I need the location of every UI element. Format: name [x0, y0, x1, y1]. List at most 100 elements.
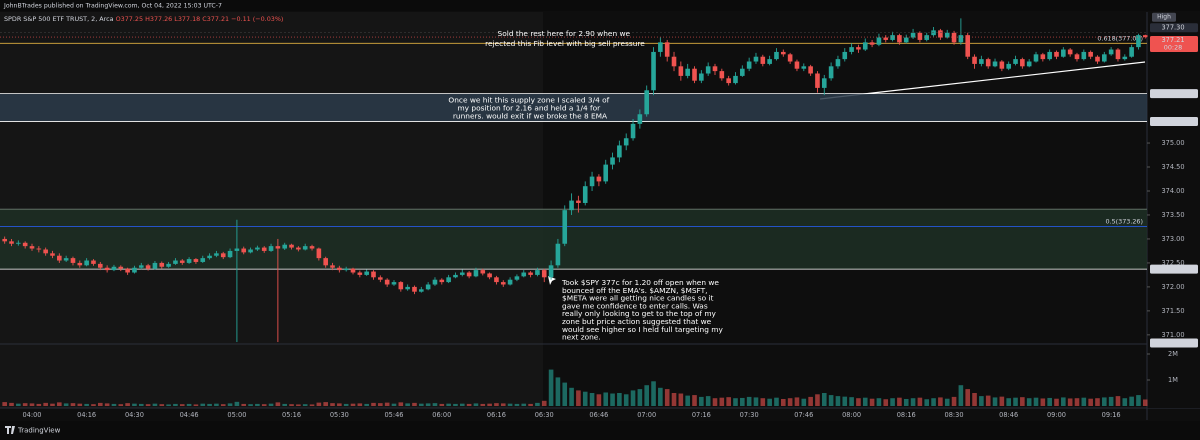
volume-bar	[1136, 395, 1141, 406]
candle-body	[958, 35, 964, 43]
brand-name: TradingView	[17, 427, 61, 435]
volume-bar	[1102, 397, 1107, 406]
x-tick-label: 08:16	[897, 411, 916, 419]
candle-body	[466, 272, 472, 277]
volume-bar	[760, 398, 766, 406]
candle-body	[705, 66, 711, 74]
ohlc-high: H377.26	[145, 15, 172, 23]
symbol-legend: SPDR S&P 500 ETF TRUST, 2, Arca O377.25 …	[4, 15, 283, 23]
candle-body	[1054, 51, 1059, 57]
candle-body	[104, 267, 110, 271]
candle-body	[77, 262, 83, 266]
volume-bar	[425, 403, 431, 406]
volume-bar	[808, 396, 813, 406]
volume-bar	[699, 396, 704, 406]
volume-bar	[1006, 398, 1011, 406]
volume-bar	[98, 402, 103, 406]
candle-body	[514, 276, 520, 280]
candle-body	[9, 241, 14, 244]
x-tick-label: 07:30	[740, 411, 759, 419]
volume-bar	[138, 403, 144, 406]
price-label	[1150, 264, 1198, 274]
candle-body	[268, 246, 274, 251]
volume-bar	[84, 403, 89, 406]
publish-bar	[0, 0, 1200, 11]
volume-bar	[733, 398, 738, 406]
candle-body	[897, 35, 902, 43]
candle-body	[419, 289, 424, 292]
ohlc-open: O377.25	[116, 15, 143, 23]
volume-bar	[459, 403, 465, 406]
candle-body	[186, 259, 192, 263]
candle-body	[582, 186, 588, 203]
x-tick-label: 05:46	[384, 411, 403, 419]
price-label	[1150, 338, 1198, 348]
volume-bar	[453, 403, 458, 406]
candle-body	[473, 270, 479, 277]
y-tick-label: 372.50	[1161, 259, 1184, 267]
candle-body	[2, 238, 7, 242]
candle-body	[548, 265, 554, 278]
x-tick-label: 08:30	[945, 411, 964, 419]
volume-bar	[261, 404, 267, 406]
volume-bar	[439, 403, 445, 406]
candle-body	[378, 277, 383, 280]
volume-bar	[692, 395, 697, 406]
volume-bar	[664, 389, 670, 406]
y-tick-label: 372.00	[1161, 283, 1184, 291]
candle-body	[459, 272, 465, 275]
x-tick-label: 08:00	[842, 411, 861, 419]
volume-bar	[596, 394, 602, 406]
volume-bar	[398, 402, 404, 406]
volume-bar	[473, 403, 479, 406]
volume-bar	[726, 397, 731, 406]
footer-bar	[0, 421, 1200, 440]
volume-bar	[412, 402, 417, 406]
candle-body	[132, 267, 137, 273]
volume-bar	[569, 387, 574, 406]
high-tag-label: High	[1157, 14, 1171, 21]
fib-label: 0.5(373.26)	[1105, 217, 1143, 225]
candle-body	[938, 30, 943, 38]
candle-body	[746, 61, 752, 69]
candle-body	[787, 54, 793, 62]
candle-body	[446, 277, 451, 283]
volume-bar	[466, 403, 472, 406]
volume-bar	[938, 397, 943, 406]
candle-body	[596, 176, 602, 182]
volume-bar	[1108, 396, 1114, 406]
annotation: Took $SPY 377c for 1.20 off open when we…	[561, 278, 725, 342]
candle-body	[138, 265, 144, 268]
candle-body	[432, 279, 438, 285]
candle-body	[535, 270, 540, 275]
candle-body	[692, 68, 697, 81]
x-tick-label: 04:00	[22, 411, 41, 419]
candle-body	[98, 263, 103, 268]
trendline	[819, 61, 1146, 100]
candle-body	[166, 263, 171, 267]
candle-body	[1108, 49, 1114, 55]
candle-body	[644, 90, 649, 115]
volume-bar	[1020, 397, 1025, 406]
y-tick-label: 371.50	[1161, 307, 1184, 315]
candle-body	[883, 37, 889, 40]
candle-body	[726, 78, 731, 84]
candle-body	[862, 42, 868, 50]
volume-bar	[125, 403, 130, 406]
candle-body	[220, 253, 226, 258]
candle-body	[487, 273, 492, 278]
price-label-label: 372.37	[1161, 265, 1184, 273]
volume-bar	[241, 403, 247, 406]
annotation-line: Sold the rest here for 2.90 when we	[498, 29, 631, 38]
candle-body	[118, 266, 124, 269]
volume-bar	[931, 398, 936, 406]
candle-body	[391, 282, 397, 285]
x-tick-label: 04:16	[77, 411, 96, 419]
volume-bar	[63, 403, 69, 406]
volume-bar	[992, 397, 998, 406]
candle-body	[323, 258, 328, 266]
volume-bar	[405, 403, 410, 406]
volume-bar	[36, 403, 42, 406]
candle-body	[821, 78, 827, 88]
